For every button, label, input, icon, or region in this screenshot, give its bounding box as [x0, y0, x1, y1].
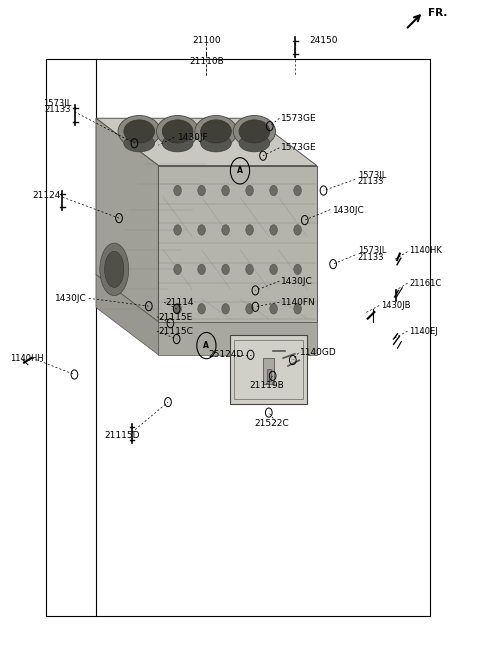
Text: A: A [237, 166, 243, 175]
Ellipse shape [201, 135, 231, 152]
Ellipse shape [100, 243, 129, 296]
Circle shape [222, 225, 229, 235]
Text: 21110B: 21110B [189, 57, 224, 66]
Bar [234, 340, 303, 399]
Text: FR.: FR. [428, 8, 447, 18]
Circle shape [294, 264, 301, 275]
Text: 25124D: 25124D [209, 350, 244, 359]
Circle shape [294, 225, 301, 235]
Circle shape [270, 264, 277, 275]
Text: 1430JC: 1430JC [333, 206, 364, 215]
Ellipse shape [239, 120, 270, 143]
Circle shape [246, 185, 253, 196]
Polygon shape [158, 322, 317, 355]
Ellipse shape [156, 116, 199, 147]
Ellipse shape [105, 252, 124, 288]
Ellipse shape [124, 135, 155, 152]
Bar [267, 369, 271, 381]
Circle shape [222, 304, 229, 314]
Text: 1573GE: 1573GE [281, 114, 316, 123]
Ellipse shape [118, 116, 160, 147]
Text: 21100: 21100 [192, 36, 221, 45]
Circle shape [246, 304, 253, 314]
Circle shape [246, 225, 253, 235]
Bar [263, 358, 274, 384]
Text: 1573JL: 1573JL [43, 99, 72, 108]
Text: 1430JB: 1430JB [381, 301, 410, 310]
Text: 24150: 24150 [310, 36, 338, 45]
Text: 1140EJ: 1140EJ [409, 327, 438, 336]
Text: 1140GD: 1140GD [300, 348, 337, 357]
Text: 21133: 21133 [358, 253, 384, 262]
Polygon shape [158, 166, 317, 322]
Text: 1573JL: 1573JL [358, 171, 386, 180]
Polygon shape [96, 118, 317, 166]
Circle shape [198, 264, 205, 275]
Text: 1430JC: 1430JC [281, 277, 312, 286]
Bar [46, 59, 430, 616]
Text: A: A [204, 341, 209, 350]
Circle shape [174, 185, 181, 196]
Text: 21133: 21133 [358, 177, 384, 187]
Text: 21119B: 21119B [250, 381, 284, 390]
Text: 21115E: 21115E [158, 313, 192, 322]
Circle shape [174, 304, 181, 314]
Circle shape [222, 185, 229, 196]
Circle shape [174, 225, 181, 235]
Text: 21133: 21133 [44, 105, 71, 114]
Ellipse shape [201, 120, 231, 143]
Text: 1573GE: 1573GE [281, 143, 316, 152]
Polygon shape [96, 118, 158, 322]
Ellipse shape [124, 120, 155, 143]
Polygon shape [96, 275, 158, 355]
Text: 21522C: 21522C [254, 419, 289, 428]
Text: 21115D: 21115D [105, 431, 140, 440]
Circle shape [294, 185, 301, 196]
Circle shape [222, 264, 229, 275]
Text: 1573JL: 1573JL [358, 246, 386, 256]
Circle shape [270, 225, 277, 235]
Circle shape [270, 185, 277, 196]
Text: 1140HK: 1140HK [409, 246, 442, 256]
Text: 1430JC: 1430JC [55, 294, 86, 304]
Circle shape [174, 264, 181, 275]
Circle shape [198, 225, 205, 235]
Text: 21115C: 21115C [158, 327, 193, 336]
Text: 21161C: 21161C [409, 279, 441, 288]
Ellipse shape [162, 135, 193, 152]
Circle shape [198, 304, 205, 314]
Ellipse shape [239, 135, 270, 152]
Ellipse shape [162, 120, 193, 143]
Circle shape [198, 185, 205, 196]
Circle shape [270, 304, 277, 314]
Ellipse shape [195, 116, 237, 147]
Text: 1430JF: 1430JF [178, 133, 208, 143]
Text: 21114: 21114 [166, 298, 194, 307]
Text: 1140FN: 1140FN [281, 298, 315, 307]
Circle shape [246, 264, 253, 275]
Bar [230, 335, 307, 404]
Text: 21124: 21124 [33, 191, 61, 200]
Ellipse shape [233, 116, 276, 147]
Text: 1140HH: 1140HH [11, 353, 44, 363]
Circle shape [294, 304, 301, 314]
